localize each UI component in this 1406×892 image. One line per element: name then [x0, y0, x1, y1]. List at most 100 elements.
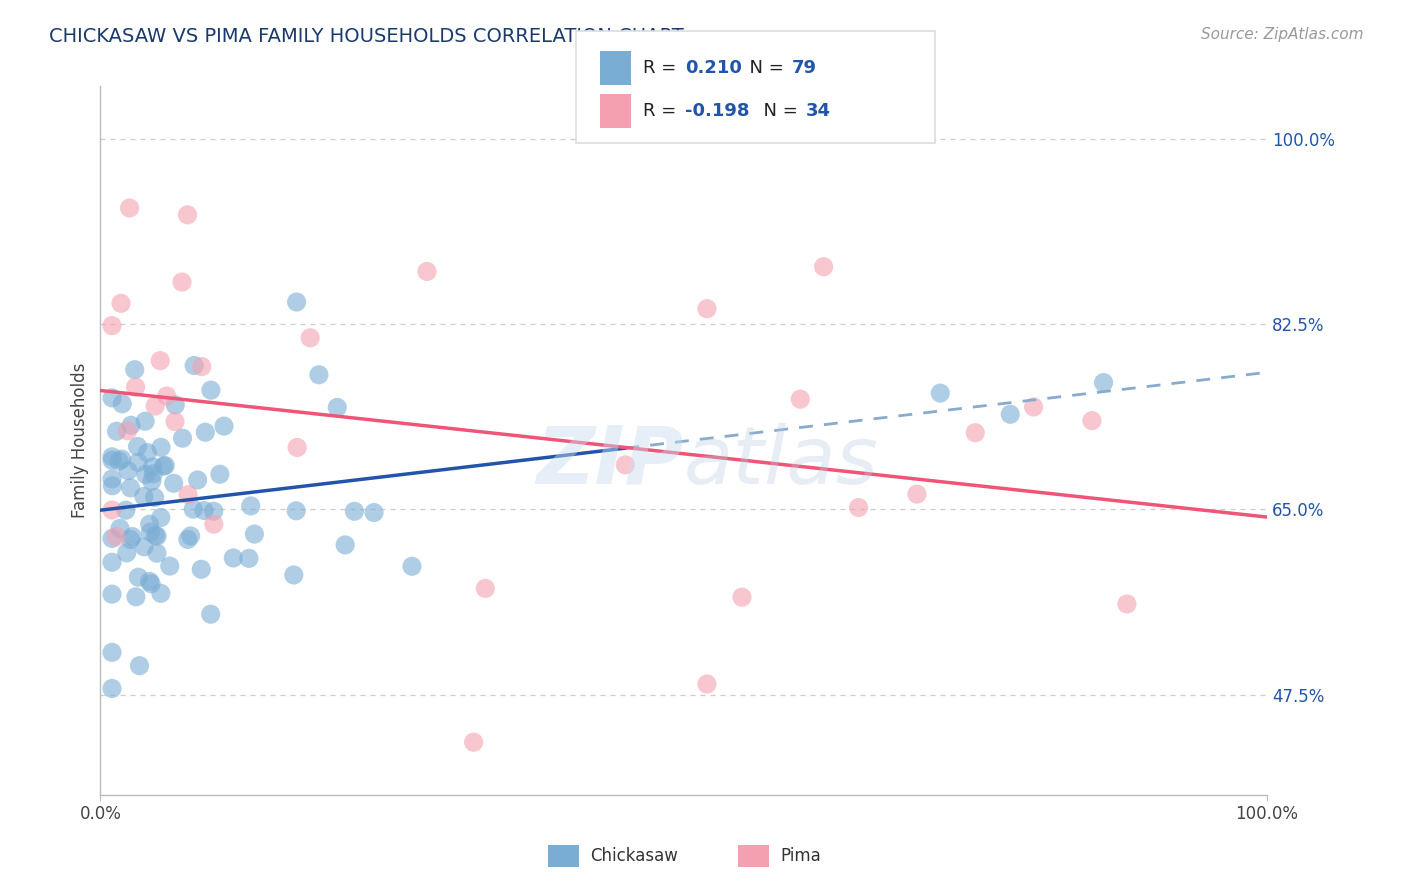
Point	[163, 415, 186, 429]
Point	[212, 419, 235, 434]
Point	[463, 735, 485, 749]
Point	[177, 533, 200, 547]
Point	[1081, 414, 1104, 428]
Point	[343, 504, 366, 518]
Point	[146, 546, 169, 560]
Point	[731, 590, 754, 604]
Y-axis label: Family Households: Family Households	[72, 363, 89, 518]
Point	[181, 502, 204, 516]
Point	[193, 503, 215, 517]
Point	[190, 562, 212, 576]
Point	[124, 362, 146, 376]
Point	[813, 260, 835, 274]
Point	[143, 491, 166, 505]
Point	[118, 201, 141, 215]
Point	[139, 525, 162, 540]
Point	[202, 504, 225, 518]
Text: N =: N =	[752, 102, 804, 120]
Point	[696, 677, 718, 691]
Point	[283, 568, 305, 582]
Text: ZIP: ZIP	[536, 423, 683, 501]
Point	[696, 301, 718, 316]
Point	[101, 532, 124, 546]
Point	[115, 546, 138, 560]
Point	[176, 208, 198, 222]
Point	[149, 353, 172, 368]
Point	[128, 658, 150, 673]
Point	[474, 582, 496, 596]
Point	[929, 386, 952, 401]
Point	[145, 528, 167, 542]
Point	[180, 529, 202, 543]
Point	[108, 521, 131, 535]
Text: R =: R =	[643, 59, 682, 77]
Point	[101, 587, 124, 601]
Point	[156, 389, 179, 403]
Point	[238, 551, 260, 566]
Point	[401, 559, 423, 574]
Text: 34: 34	[806, 102, 831, 120]
Point	[142, 459, 165, 474]
Point	[101, 555, 124, 569]
Point	[138, 574, 160, 589]
Point	[127, 455, 149, 469]
Point	[285, 295, 308, 310]
Text: 79: 79	[792, 59, 817, 77]
Point	[200, 607, 222, 622]
Point	[155, 458, 177, 473]
Point	[299, 331, 322, 345]
Point	[150, 441, 173, 455]
Point	[146, 529, 169, 543]
Point	[614, 458, 637, 472]
Point	[120, 481, 142, 495]
Text: Source: ZipAtlas.com: Source: ZipAtlas.com	[1201, 27, 1364, 42]
Point	[194, 425, 217, 440]
Point	[187, 473, 209, 487]
Point	[335, 538, 357, 552]
Point	[965, 425, 987, 440]
Text: CHICKASAW VS PIMA FAMILY HOUSEHOLDS CORRELATION CHART: CHICKASAW VS PIMA FAMILY HOUSEHOLDS CORR…	[49, 27, 683, 45]
Point	[326, 401, 349, 415]
Point	[101, 479, 124, 493]
Point	[127, 440, 149, 454]
Point	[101, 681, 124, 696]
Point	[120, 418, 142, 433]
Point	[152, 459, 174, 474]
Point	[105, 424, 128, 438]
Text: Chickasaw: Chickasaw	[591, 847, 679, 865]
Point	[101, 472, 124, 486]
Point	[177, 488, 200, 502]
Point	[165, 398, 187, 412]
Point	[183, 359, 205, 373]
Point	[202, 517, 225, 532]
Point	[101, 450, 124, 464]
Point	[125, 590, 148, 604]
Text: N =: N =	[738, 59, 790, 77]
Point	[101, 503, 124, 517]
Point	[1116, 597, 1139, 611]
Point	[117, 424, 139, 438]
Text: 0.210: 0.210	[685, 59, 741, 77]
Point	[905, 487, 928, 501]
Text: Pima: Pima	[780, 847, 821, 865]
Text: -0.198: -0.198	[685, 102, 749, 120]
Point	[848, 500, 870, 515]
Point	[105, 530, 128, 544]
Point	[127, 570, 149, 584]
Point	[200, 383, 222, 397]
Point	[120, 533, 142, 547]
Point	[285, 441, 308, 455]
Point	[172, 431, 194, 445]
Point	[142, 467, 165, 481]
Point	[191, 359, 214, 374]
Point	[134, 540, 156, 554]
Point	[208, 467, 231, 482]
Point	[110, 296, 132, 310]
Point	[1022, 400, 1045, 414]
Point	[149, 510, 172, 524]
Point	[239, 499, 262, 513]
Point	[134, 414, 156, 428]
Point	[135, 467, 157, 482]
Point	[117, 464, 139, 478]
Point	[149, 586, 172, 600]
